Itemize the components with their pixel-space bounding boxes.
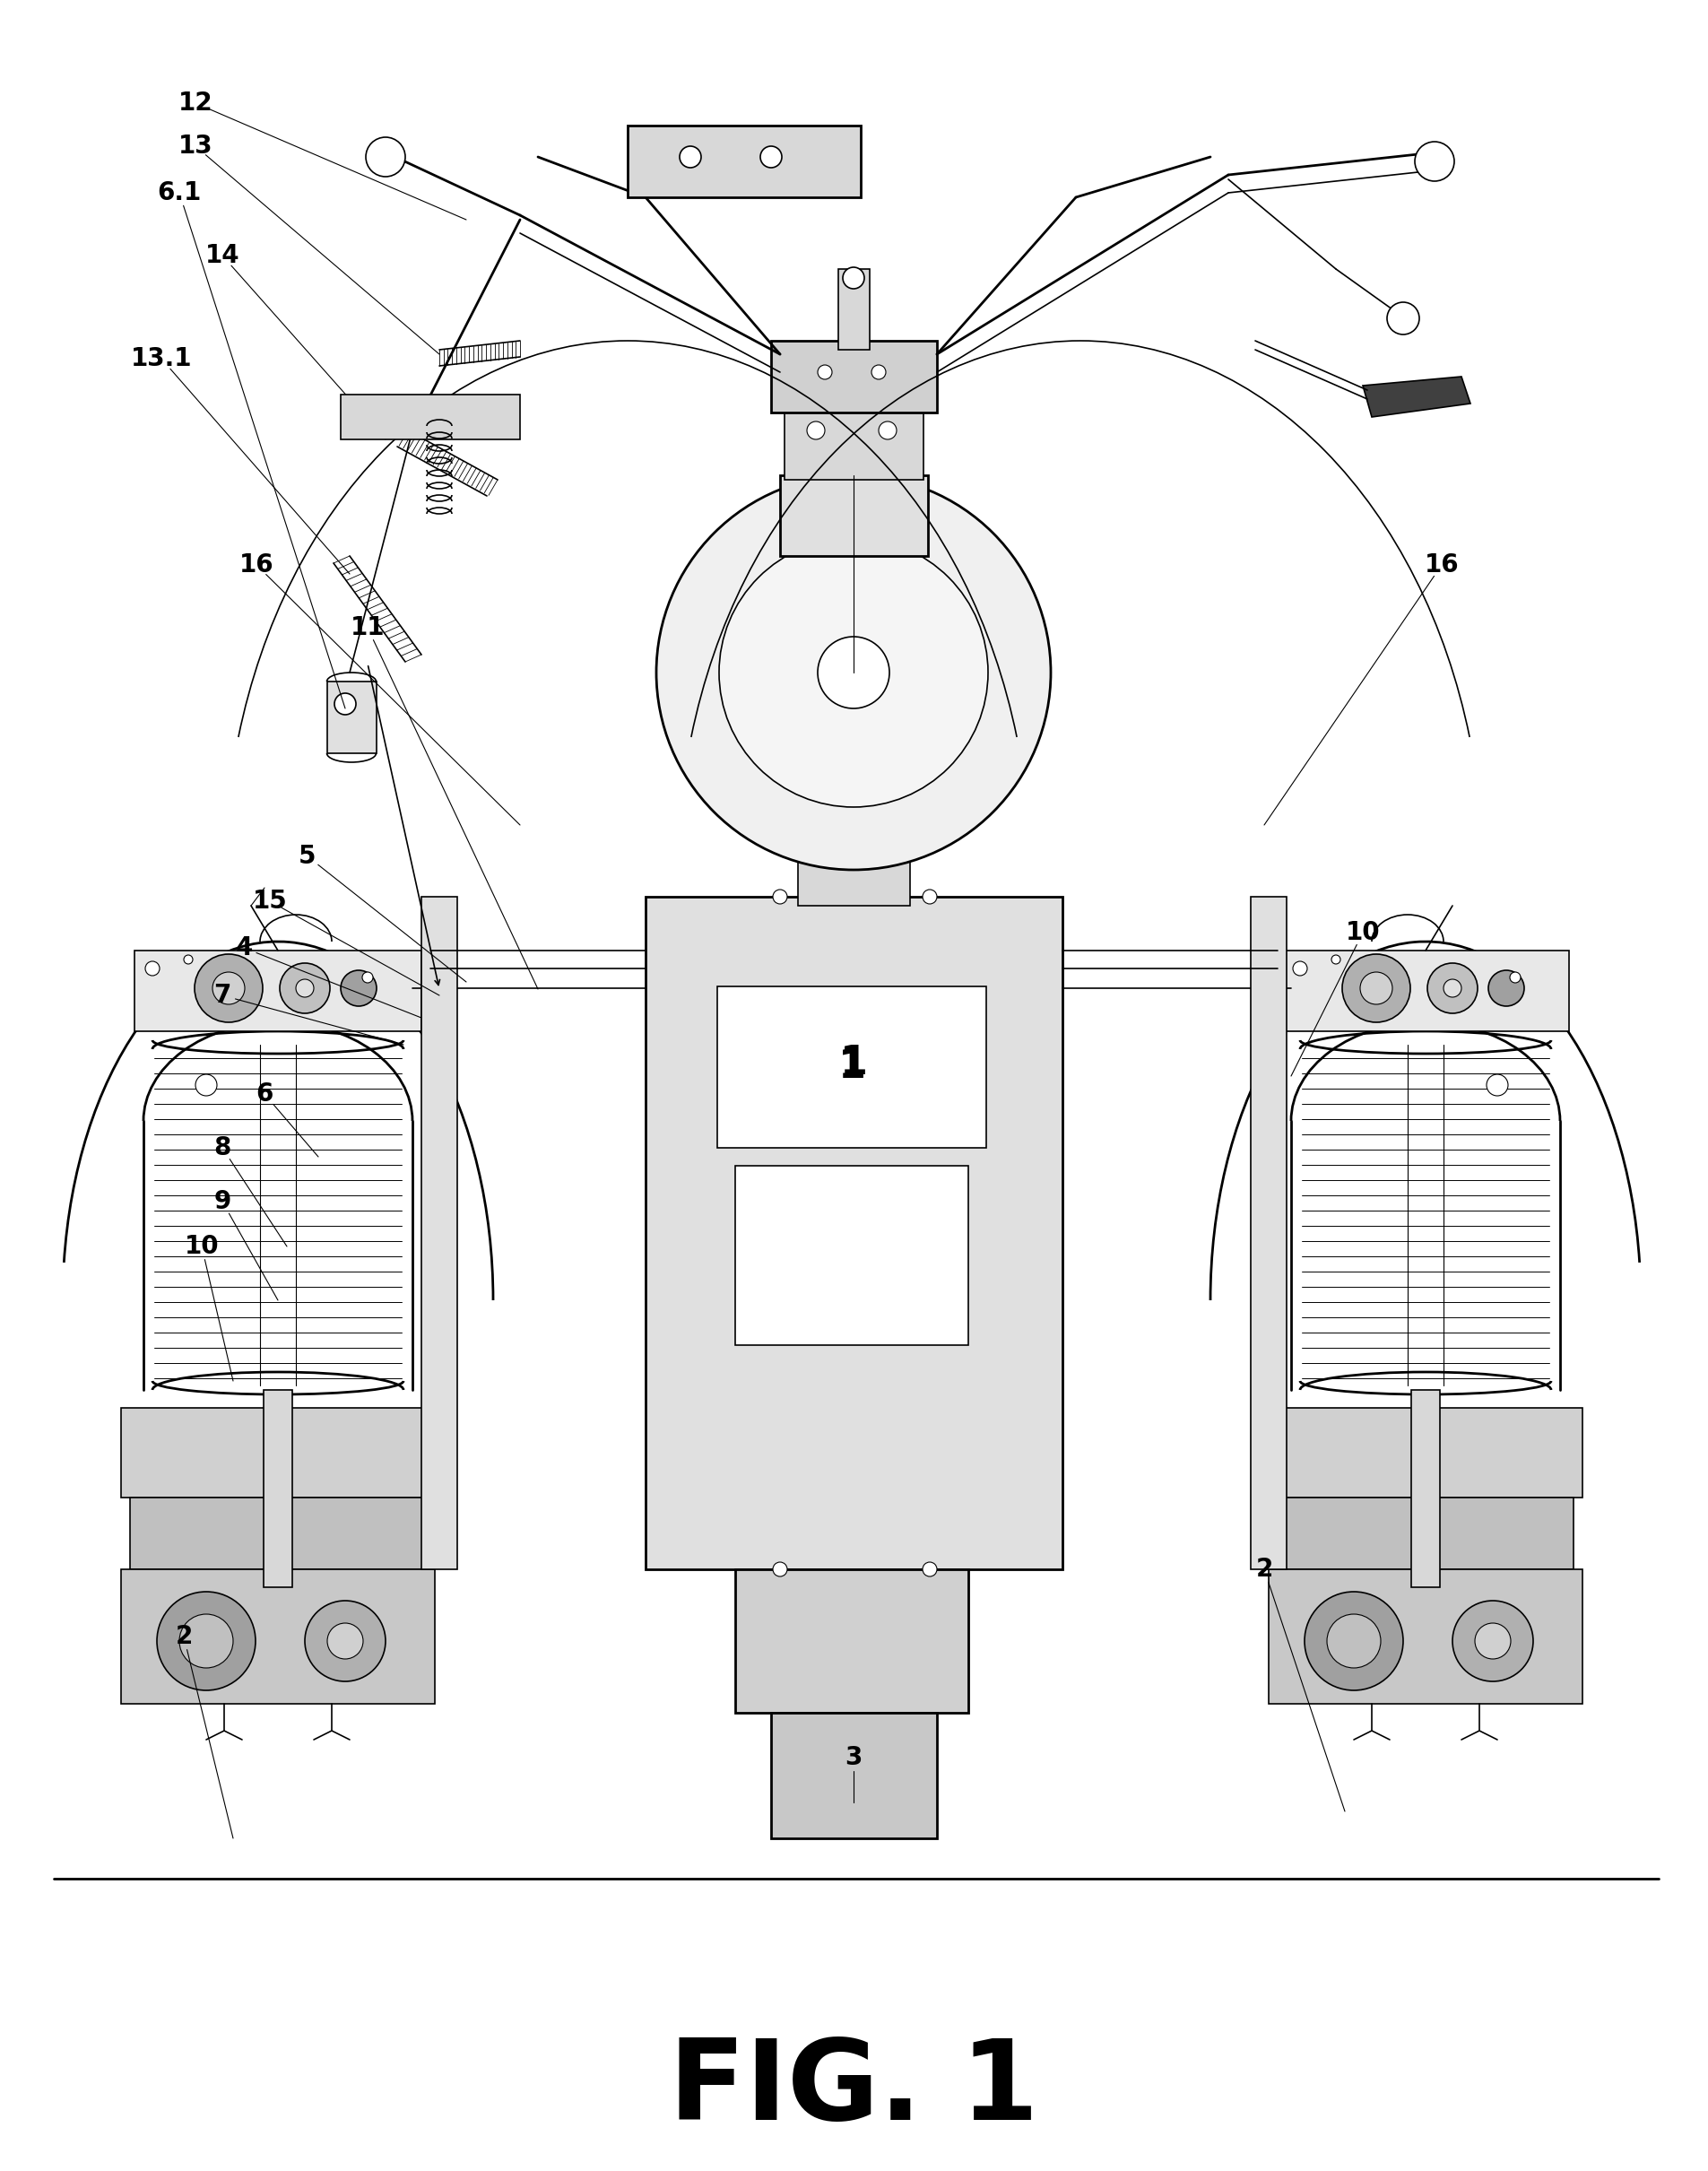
Text: 1: 1 (839, 1049, 866, 1086)
Circle shape (340, 970, 376, 1005)
Text: 15: 15 (253, 888, 287, 914)
Bar (121, 1407, 436, 1498)
Circle shape (1428, 964, 1477, 1014)
Circle shape (1510, 973, 1520, 983)
Circle shape (328, 1624, 364, 1659)
Text: 4: 4 (236, 936, 253, 960)
Bar (734, 1166, 968, 1346)
Circle shape (335, 693, 355, 714)
Circle shape (366, 137, 405, 176)
Circle shape (280, 964, 330, 1014)
Circle shape (806, 421, 825, 439)
Circle shape (1332, 955, 1341, 964)
Text: 13: 13 (178, 135, 214, 158)
Circle shape (760, 145, 782, 167)
Bar (798, 673, 910, 905)
Circle shape (195, 953, 263, 1023)
Circle shape (922, 1563, 938, 1576)
Text: 10: 10 (184, 1233, 219, 1259)
Bar (627, 126, 861, 198)
Polygon shape (1363, 376, 1471, 417)
Text: 13.1: 13.1 (132, 345, 191, 371)
Circle shape (304, 1600, 386, 1680)
Bar (135, 951, 422, 1031)
Circle shape (145, 962, 159, 975)
Text: 2: 2 (1255, 1557, 1272, 1583)
Text: 3: 3 (845, 1745, 863, 1769)
Text: 16: 16 (1424, 551, 1459, 577)
Circle shape (1293, 962, 1307, 975)
Circle shape (1342, 953, 1411, 1023)
Circle shape (772, 890, 787, 903)
Text: 11: 11 (350, 614, 384, 640)
Bar (781, 475, 927, 556)
Bar (340, 395, 519, 439)
Bar (1269, 1570, 1583, 1704)
Text: 5: 5 (299, 845, 316, 868)
Bar (784, 408, 924, 480)
Circle shape (1360, 973, 1392, 1005)
Text: 9: 9 (214, 1190, 231, 1214)
Circle shape (842, 267, 864, 289)
Text: 14: 14 (205, 243, 239, 269)
Circle shape (656, 475, 1050, 871)
Bar (1250, 897, 1286, 1570)
Circle shape (1452, 1600, 1534, 1680)
Bar (1283, 951, 1570, 1031)
Circle shape (195, 1075, 217, 1096)
Bar (839, 269, 869, 350)
Bar (1411, 1389, 1440, 1587)
Circle shape (680, 145, 700, 167)
Text: 7: 7 (214, 983, 231, 1007)
Text: 12: 12 (178, 91, 214, 115)
Bar (130, 1498, 425, 1570)
Circle shape (1327, 1613, 1380, 1667)
Bar (263, 1389, 292, 1587)
Circle shape (157, 1591, 256, 1691)
Circle shape (818, 636, 890, 708)
Bar (770, 341, 938, 412)
Circle shape (1414, 141, 1454, 180)
Text: 6.1: 6.1 (157, 180, 202, 206)
Bar (422, 897, 458, 1570)
Circle shape (871, 365, 886, 380)
Circle shape (922, 890, 938, 903)
Text: FIG. 1: FIG. 1 (668, 2034, 1038, 2143)
Bar (121, 1570, 436, 1704)
Circle shape (179, 1613, 232, 1667)
Bar (328, 682, 376, 753)
Circle shape (1387, 302, 1419, 334)
Circle shape (818, 365, 832, 380)
Circle shape (1486, 1075, 1508, 1096)
Text: 2: 2 (176, 1624, 193, 1650)
Text: 8: 8 (214, 1135, 231, 1159)
Bar (717, 986, 986, 1148)
Circle shape (184, 955, 193, 964)
Bar (646, 897, 1062, 1570)
Circle shape (212, 973, 244, 1005)
Bar (1278, 1498, 1573, 1570)
Circle shape (1305, 1591, 1404, 1691)
Circle shape (1443, 979, 1462, 996)
Circle shape (878, 421, 897, 439)
Circle shape (362, 973, 372, 983)
Text: 6: 6 (256, 1081, 273, 1107)
Text: 10: 10 (1346, 921, 1380, 944)
Circle shape (1476, 1624, 1512, 1659)
Circle shape (719, 538, 987, 808)
Circle shape (1488, 970, 1524, 1005)
Text: 1: 1 (840, 1044, 868, 1081)
Circle shape (772, 1563, 787, 1576)
Bar (1269, 1407, 1583, 1498)
Circle shape (295, 979, 314, 996)
Bar (770, 1713, 938, 1839)
Text: 16: 16 (239, 551, 273, 577)
Bar (734, 1570, 968, 1713)
